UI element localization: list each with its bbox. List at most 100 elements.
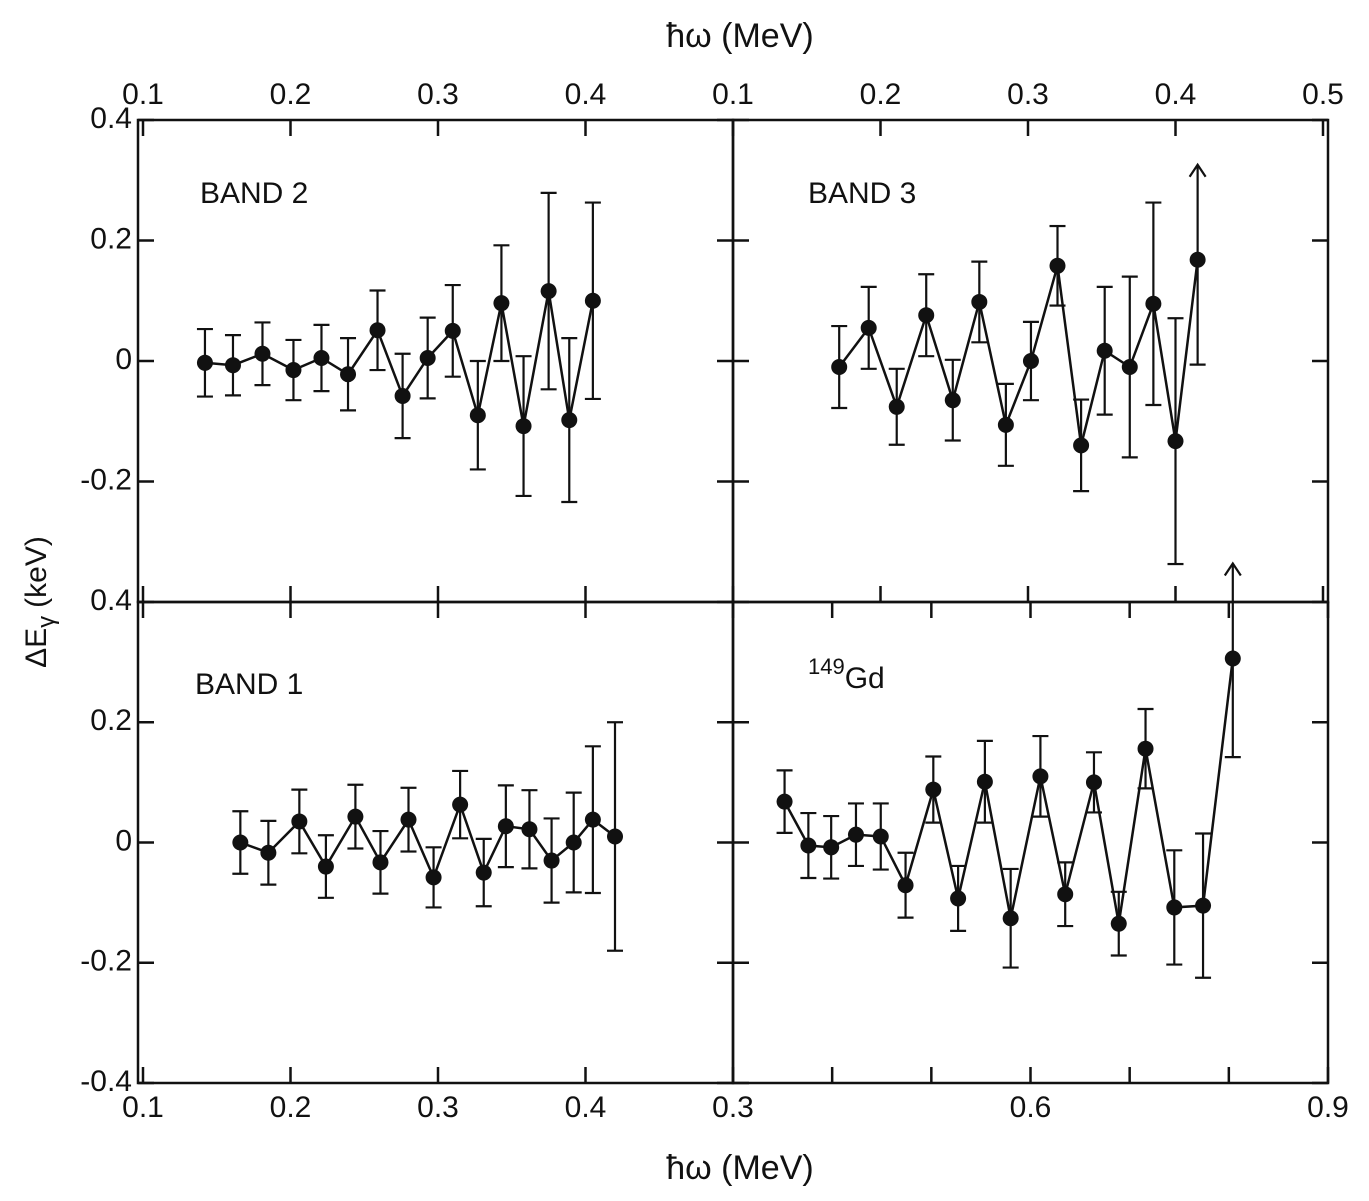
- y-tick-label: -0.2: [80, 463, 132, 496]
- y-tick-label: -0.2: [80, 945, 132, 978]
- data-point: [313, 349, 330, 366]
- data-point: [997, 416, 1014, 433]
- y-tick-label: 0.4: [90, 102, 132, 135]
- panel-label-main: Gd: [845, 662, 885, 695]
- data-point: [872, 828, 889, 845]
- data-point: [918, 307, 935, 324]
- data-line: [239, 800, 616, 881]
- data-point: [971, 293, 988, 310]
- data-point: [800, 837, 817, 854]
- x-tick-label: 0.2: [860, 78, 902, 111]
- y-tick-label: 0.2: [90, 222, 132, 255]
- limit-arrow: [1223, 561, 1242, 577]
- panel-label: BAND 3: [808, 177, 916, 210]
- panel-label-sup: 149: [808, 654, 845, 679]
- data-point: [543, 852, 560, 869]
- data-point: [493, 295, 510, 312]
- panel-label: 149Gd: [808, 654, 885, 695]
- data-point: [584, 811, 601, 828]
- data-point: [776, 793, 793, 810]
- data-point: [823, 839, 840, 856]
- data-point: [317, 858, 334, 875]
- data-point: [1145, 295, 1162, 312]
- data-point: [1002, 910, 1019, 927]
- data-point: [1085, 774, 1102, 791]
- data-point: [419, 349, 436, 366]
- data-point: [224, 357, 241, 374]
- x-tick-label: 0.3: [1007, 78, 1049, 111]
- data-point: [584, 292, 601, 309]
- data-point: [1110, 915, 1127, 932]
- data-point: [1137, 740, 1154, 757]
- x-tick-label: 0.4: [565, 1091, 607, 1124]
- x-tick-label: 0.1: [712, 78, 754, 111]
- data-point: [1096, 342, 1113, 359]
- data-point: [340, 366, 357, 383]
- data-point: [1195, 897, 1212, 914]
- data-point: [565, 834, 582, 851]
- y-tick-label: 0: [115, 343, 132, 376]
- data-line: [204, 290, 595, 427]
- data-point: [444, 322, 461, 339]
- data-point: [561, 412, 578, 429]
- data-point: [394, 387, 411, 404]
- data-point: [1167, 433, 1184, 450]
- data-point: [1166, 899, 1183, 916]
- data-point: [285, 362, 302, 379]
- data-point: [1057, 886, 1074, 903]
- data-point: [1032, 768, 1049, 785]
- x-tick-label: 0.2: [270, 78, 312, 111]
- data-line: [783, 658, 1235, 924]
- limit-arrow: [1188, 162, 1207, 178]
- x-tick-label: 0.1: [122, 1091, 164, 1124]
- data-point: [260, 844, 277, 861]
- data-point: [1224, 650, 1241, 667]
- x-tick-label: 0.9: [1307, 1091, 1349, 1124]
- x-tick-label: 0.4: [1155, 78, 1197, 111]
- data-point: [497, 818, 514, 835]
- data-line: [838, 259, 1199, 446]
- data-point: [1049, 257, 1066, 274]
- data-point: [196, 354, 213, 371]
- x-tick-label: 0.3: [417, 78, 459, 111]
- x-tick-label: 0.3: [712, 1091, 754, 1124]
- x-tick-label: 0.4: [565, 78, 607, 111]
- data-point: [515, 418, 532, 435]
- y-axis-title: ΔEγ (keV): [20, 536, 60, 668]
- y-tick-label: 0.2: [90, 704, 132, 737]
- data-point: [475, 864, 492, 881]
- x-tick-label: 0.1: [122, 78, 164, 111]
- data-point: [232, 834, 249, 851]
- data-point: [1189, 251, 1206, 268]
- data-point: [607, 828, 623, 845]
- data-point: [291, 813, 308, 830]
- data-point: [976, 773, 993, 790]
- y-tick-label: 0.4: [90, 584, 132, 617]
- data-point: [831, 359, 848, 376]
- x-axis-title-bottom: ħω (MeV): [666, 1149, 813, 1187]
- data-point: [400, 811, 417, 828]
- data-point: [860, 319, 877, 336]
- data-point: [372, 854, 389, 871]
- data-point: [540, 283, 557, 300]
- data-point: [1073, 437, 1090, 454]
- x-tick-label: 0.6: [1010, 1091, 1052, 1124]
- x-tick-label: 0.3: [417, 1091, 459, 1124]
- data-point: [452, 796, 469, 813]
- y-axis-title-sub: γ: [33, 616, 60, 628]
- y-tick-label: 0: [115, 824, 132, 857]
- data-point: [469, 407, 486, 424]
- data-point: [1121, 359, 1138, 376]
- data-point: [847, 826, 864, 843]
- data-point: [925, 781, 942, 798]
- data-point: [944, 392, 961, 409]
- data-point: [950, 890, 967, 907]
- data-point: [521, 821, 538, 838]
- data-point: [897, 877, 914, 894]
- data-point: [888, 398, 905, 415]
- data-point: [347, 808, 364, 825]
- panel-label: BAND 1: [195, 668, 303, 701]
- x-axis-title-top: ħω (MeV): [666, 17, 813, 55]
- data-point: [254, 345, 271, 362]
